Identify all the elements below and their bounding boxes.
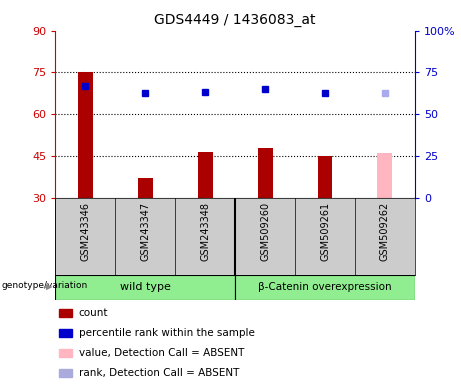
Text: value, Detection Call = ABSENT: value, Detection Call = ABSENT — [79, 348, 244, 358]
Text: count: count — [79, 308, 108, 318]
Bar — [378, 153, 392, 198]
Text: β-Catenin overexpression: β-Catenin overexpression — [258, 282, 392, 292]
Bar — [318, 156, 332, 198]
Title: GDS4449 / 1436083_at: GDS4449 / 1436083_at — [154, 13, 316, 27]
Bar — [59, 349, 71, 357]
Text: GSM243347: GSM243347 — [140, 202, 150, 261]
Text: rank, Detection Call = ABSENT: rank, Detection Call = ABSENT — [79, 368, 239, 378]
Text: percentile rank within the sample: percentile rank within the sample — [79, 328, 254, 338]
Text: GSM243348: GSM243348 — [200, 202, 210, 261]
Text: GSM509261: GSM509261 — [320, 202, 330, 261]
Bar — [59, 329, 71, 337]
Bar — [55, 275, 235, 300]
Bar — [138, 178, 153, 198]
Text: genotype/variation: genotype/variation — [1, 281, 87, 290]
Text: GSM509260: GSM509260 — [260, 202, 270, 261]
Text: GSM509262: GSM509262 — [380, 202, 390, 261]
Text: wild type: wild type — [120, 282, 171, 292]
Bar — [59, 309, 71, 317]
Bar — [258, 148, 272, 198]
Bar — [198, 152, 213, 198]
Bar — [235, 275, 415, 300]
Text: GSM243346: GSM243346 — [80, 202, 90, 261]
Bar — [78, 73, 93, 198]
Bar — [59, 369, 71, 377]
